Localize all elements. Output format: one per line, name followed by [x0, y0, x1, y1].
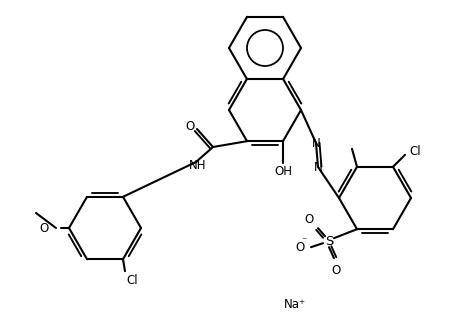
Text: ⁻: ⁻ — [301, 236, 307, 246]
Text: O: O — [332, 264, 341, 277]
Text: Cl: Cl — [126, 274, 138, 287]
Text: N: N — [313, 161, 322, 173]
Text: Na⁺: Na⁺ — [284, 299, 306, 311]
Text: NH: NH — [189, 159, 207, 171]
Text: O: O — [39, 221, 49, 234]
Text: Cl: Cl — [409, 145, 421, 158]
Text: OH: OH — [274, 165, 292, 178]
Text: S: S — [325, 235, 333, 248]
Text: O: O — [185, 119, 194, 132]
Text: O: O — [304, 213, 313, 226]
Text: O: O — [295, 241, 305, 254]
Text: N: N — [312, 136, 320, 150]
